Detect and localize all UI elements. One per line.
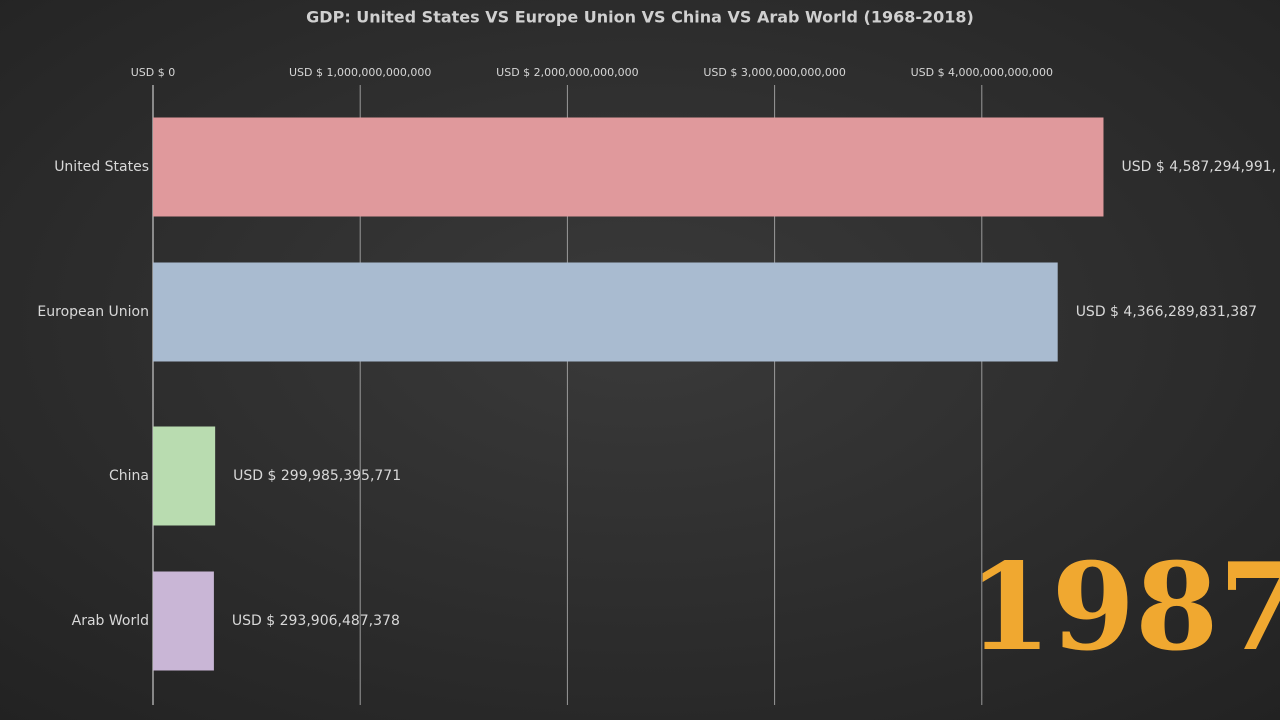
y-tick-label: European Union xyxy=(37,304,149,320)
value-label: USD $ 4,587,294,991, xyxy=(1121,159,1276,175)
y-tick-label: China xyxy=(109,468,149,484)
year-annotation: 1987 xyxy=(968,537,1280,678)
x-tick-label: USD $ 4,000,000,000,000 xyxy=(911,66,1053,79)
bar xyxy=(153,571,214,671)
bar xyxy=(153,262,1058,362)
x-tick-label: USD $ 0 xyxy=(131,66,176,79)
y-tick-label: United States xyxy=(54,159,149,175)
x-tick-label: USD $ 1,000,000,000,000 xyxy=(289,66,431,79)
bar xyxy=(153,117,1104,217)
value-label: USD $ 293,906,487,378 xyxy=(232,613,400,629)
x-tick-label: USD $ 2,000,000,000,000 xyxy=(496,66,638,79)
value-label: USD $ 4,366,289,831,387 xyxy=(1076,304,1257,320)
bar xyxy=(153,426,216,526)
value-label: USD $ 299,985,395,771 xyxy=(233,468,401,484)
y-tick-label: Arab World xyxy=(72,613,149,629)
chart-title: GDP: United States VS Europe Union VS Ch… xyxy=(306,8,974,27)
x-tick-label: USD $ 3,000,000,000,000 xyxy=(703,66,845,79)
